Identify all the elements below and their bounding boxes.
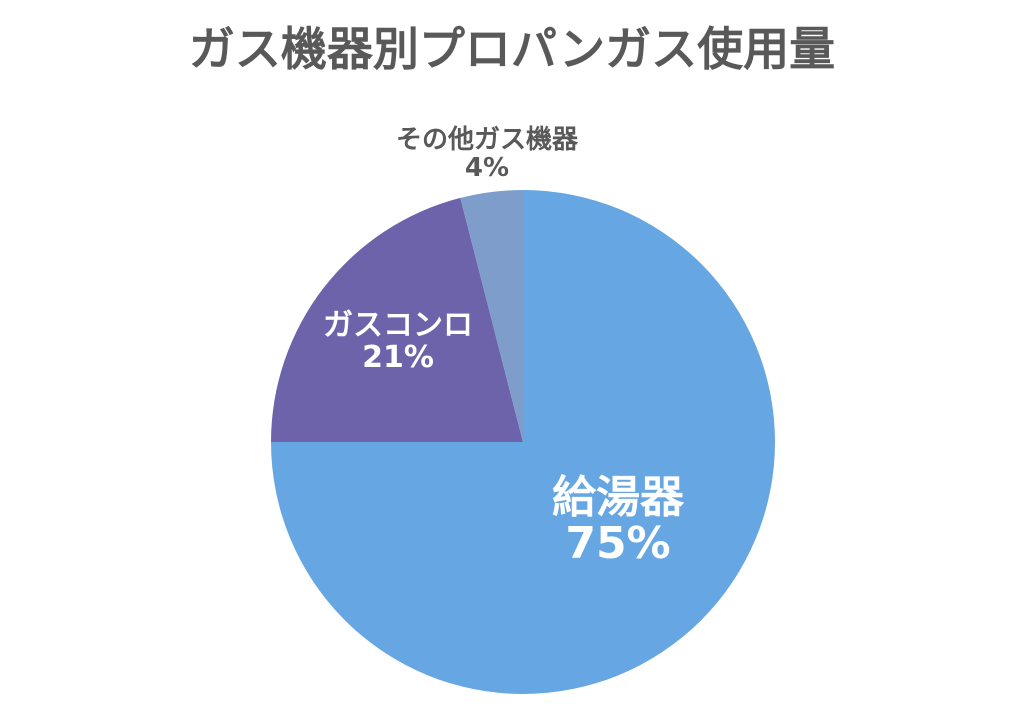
pie-slice-2: [271, 197, 523, 442]
slice-value-label-2: 21%: [362, 340, 434, 375]
slice-name-label-2: ガスコンロ: [323, 308, 473, 343]
chart-title: ガス機器別プロパンガス使用量: [189, 22, 835, 76]
slice-value-label-3: 4%: [465, 153, 509, 183]
slice-name-label-3: その他ガス機器: [396, 125, 579, 155]
slice-value-label-1: 75%: [565, 518, 670, 569]
pie-slice-3: [460, 190, 523, 442]
pie-slices: [271, 190, 775, 694]
slice-name-label-1: 給湯器: [552, 472, 685, 523]
